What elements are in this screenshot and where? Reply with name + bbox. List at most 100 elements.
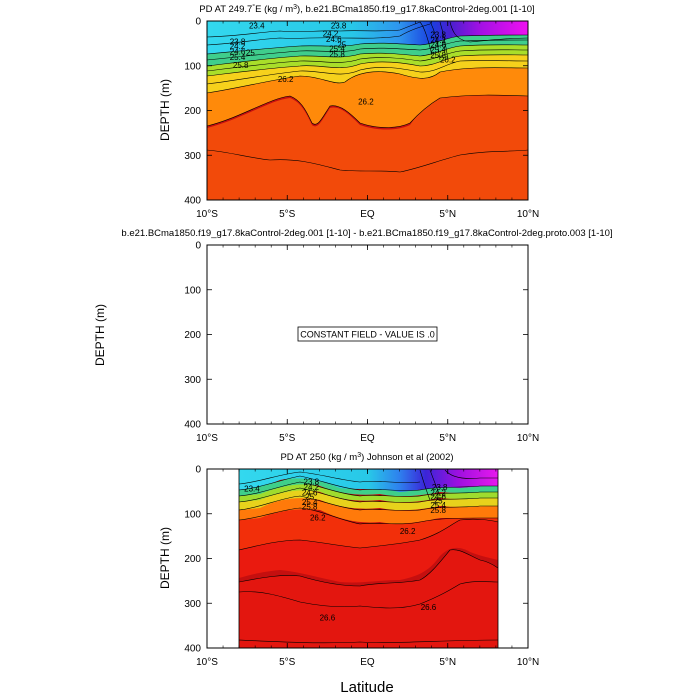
contour-label: 24.6 — [430, 493, 446, 502]
contour-label: 24.6 — [230, 47, 246, 56]
y-tick-label: 400 — [184, 196, 201, 207]
panel-1-axes: 10°S 5°S EQ 5°N 10°N 0 100 200 300 400 — [184, 17, 539, 221]
contour-label: 24.6 — [430, 40, 446, 49]
panel-1-field — [207, 21, 528, 200]
panel-1-contour-labels: 23.4 23.823.824.224.6 2525.425.826.224.224… — [230, 21, 456, 106]
y-tick-label: 100 — [184, 285, 201, 296]
y-tick-label: 0 — [195, 17, 201, 28]
y-tick-label: 0 — [195, 241, 201, 252]
x-tick-label: 5°N — [439, 433, 456, 444]
x-tick-label: 10°N — [517, 209, 539, 220]
layer-surface-fill — [207, 21, 528, 54]
contour-label: 24.2 — [230, 42, 246, 51]
y-tick-label: 300 — [184, 375, 201, 386]
contour-label: 25.4 — [430, 501, 446, 510]
panel-2: b.e21.BCma1850.f19_g17.8kaControl-2deg.0… — [121, 228, 612, 444]
layer-24.6-fill — [239, 476, 498, 497]
layer-25.2-fill — [207, 44, 528, 76]
contour-label: 25.4 — [329, 45, 345, 54]
layer-25-fill — [239, 482, 498, 503]
contour-label: 23.8 — [304, 478, 320, 487]
layer-26.2-fill — [207, 91, 528, 200]
y-tick-label: 200 — [184, 106, 201, 117]
layer-26.4-fill — [239, 549, 498, 648]
layer-25.6-fill — [207, 54, 528, 93]
y-tick-label: 100 — [184, 509, 201, 520]
y-tick-label: 300 — [184, 151, 201, 162]
panel-1: PD AT 249.7°E (kg / m3), b.e21.BCma1850.… — [184, 3, 539, 221]
y-tick-label: 0 — [195, 465, 201, 476]
contour-label: 23.8 — [432, 483, 448, 492]
x-tick-label: 5°S — [279, 433, 296, 444]
x-tick-label: 5°N — [439, 657, 456, 668]
contour-label: 25.4 — [230, 53, 246, 62]
contour-label: 25.4 — [430, 46, 446, 55]
contour-label: 24.2 — [304, 483, 320, 492]
y-axis-label-panel-3: DEPTH (m) — [158, 527, 172, 589]
x-tick-label: 10°S — [196, 209, 218, 220]
x-tick-label: EQ — [360, 433, 375, 444]
contour-label: 24.2 — [323, 30, 339, 39]
y-tick-label: 200 — [184, 554, 201, 565]
panel-2-title: b.e21.BCma1850.f19_g17.8kaControl-2deg.0… — [121, 228, 612, 239]
contour-label: 23.8 — [331, 21, 347, 30]
layer-surface-fill — [239, 469, 498, 492]
panel-3-contour-labels: 23.423.824.224.62525.425.826.226.226.626… — [244, 478, 448, 623]
x-tick-label: 10°N — [517, 657, 539, 668]
contour-label: 23.8 — [230, 38, 246, 47]
panel-3: PD AT 250 (kg / m3) Johnson et al (2002) — [184, 452, 539, 669]
y-tick-label: 200 — [184, 330, 201, 341]
layer-25.6-fill — [239, 488, 498, 511]
constant-field-box — [297, 326, 438, 342]
contour-label: 25.8 — [430, 506, 446, 515]
layer-26.3-fill — [239, 519, 498, 583]
x-tick-label: EQ — [360, 657, 375, 668]
layer-26.2-fill — [239, 508, 498, 550]
contour-label: 25 — [246, 48, 255, 57]
x-tick-label: 10°N — [517, 433, 539, 444]
x-tick-label: 5°N — [439, 209, 456, 220]
contour-label: 25.8 — [233, 61, 249, 70]
x-tick-label: 5°S — [279, 209, 296, 220]
y-tick-label: 100 — [184, 61, 201, 72]
contour-label: 26.2 — [358, 98, 374, 107]
panel-1-title: PD AT 249.7°E (kg / m3), b.e21.BCma1850.… — [199, 3, 534, 15]
x-axis-label: Latitude — [340, 679, 393, 696]
constant-field-message: CONSTANT FIELD - VALUE IS .0 — [300, 330, 435, 340]
panel-2-axes: 10°S 5°S EQ 5°N 10°N 0 100 200 300 400 — [184, 241, 539, 445]
panel-3-axes: 10°S 5°S EQ 5°N 10°N 0 100 200 300 400 — [184, 465, 539, 669]
y-tick-label: 400 — [184, 644, 201, 655]
y-axis-label-panel-1: DEPTH (m) — [158, 79, 172, 141]
contour-label: 23.8 — [430, 30, 446, 39]
contour-label: 26.2 — [440, 55, 456, 64]
contour-label: 25.8 — [302, 503, 318, 512]
contour-label: 25 — [337, 40, 346, 49]
y-tick-label: 400 — [184, 420, 201, 431]
panel-1-contour-lines — [207, 21, 528, 173]
contour-label: 25.8 — [329, 50, 345, 59]
contour-label: 23.4 — [249, 21, 265, 30]
contour-label: 26.6 — [320, 614, 336, 623]
x-tick-label: EQ — [360, 209, 375, 220]
contour-label: 25 — [305, 493, 314, 502]
contour-label: 25 — [434, 496, 443, 505]
panel-3-field — [239, 469, 498, 648]
contour-label: 26.2 — [400, 527, 416, 536]
contour-label: 24.2 — [430, 36, 446, 45]
x-tick-label: 5°S — [279, 657, 296, 668]
panel-3-title: PD AT 250 (kg / m3) Johnson et al (2002) — [280, 452, 453, 463]
contour-label: 23.4 — [244, 485, 260, 494]
contour-label: 25.4 — [302, 498, 318, 507]
layer-24.8-fill — [207, 35, 528, 66]
contour-label: 24.6 — [326, 35, 342, 44]
layer-26-fill — [207, 67, 528, 128]
contour-label: 26.6 — [421, 603, 437, 612]
y-axis-label-panel-2: DEPTH (m) — [93, 304, 107, 366]
x-tick-label: 10°S — [196, 433, 218, 444]
panel-3-contour-lines — [239, 469, 498, 644]
contour-label: 25.8 — [430, 51, 446, 60]
contour-label: 24.2 — [430, 488, 446, 497]
contour-label: 24.6 — [302, 488, 318, 497]
contour-label: 26.2 — [310, 513, 326, 522]
